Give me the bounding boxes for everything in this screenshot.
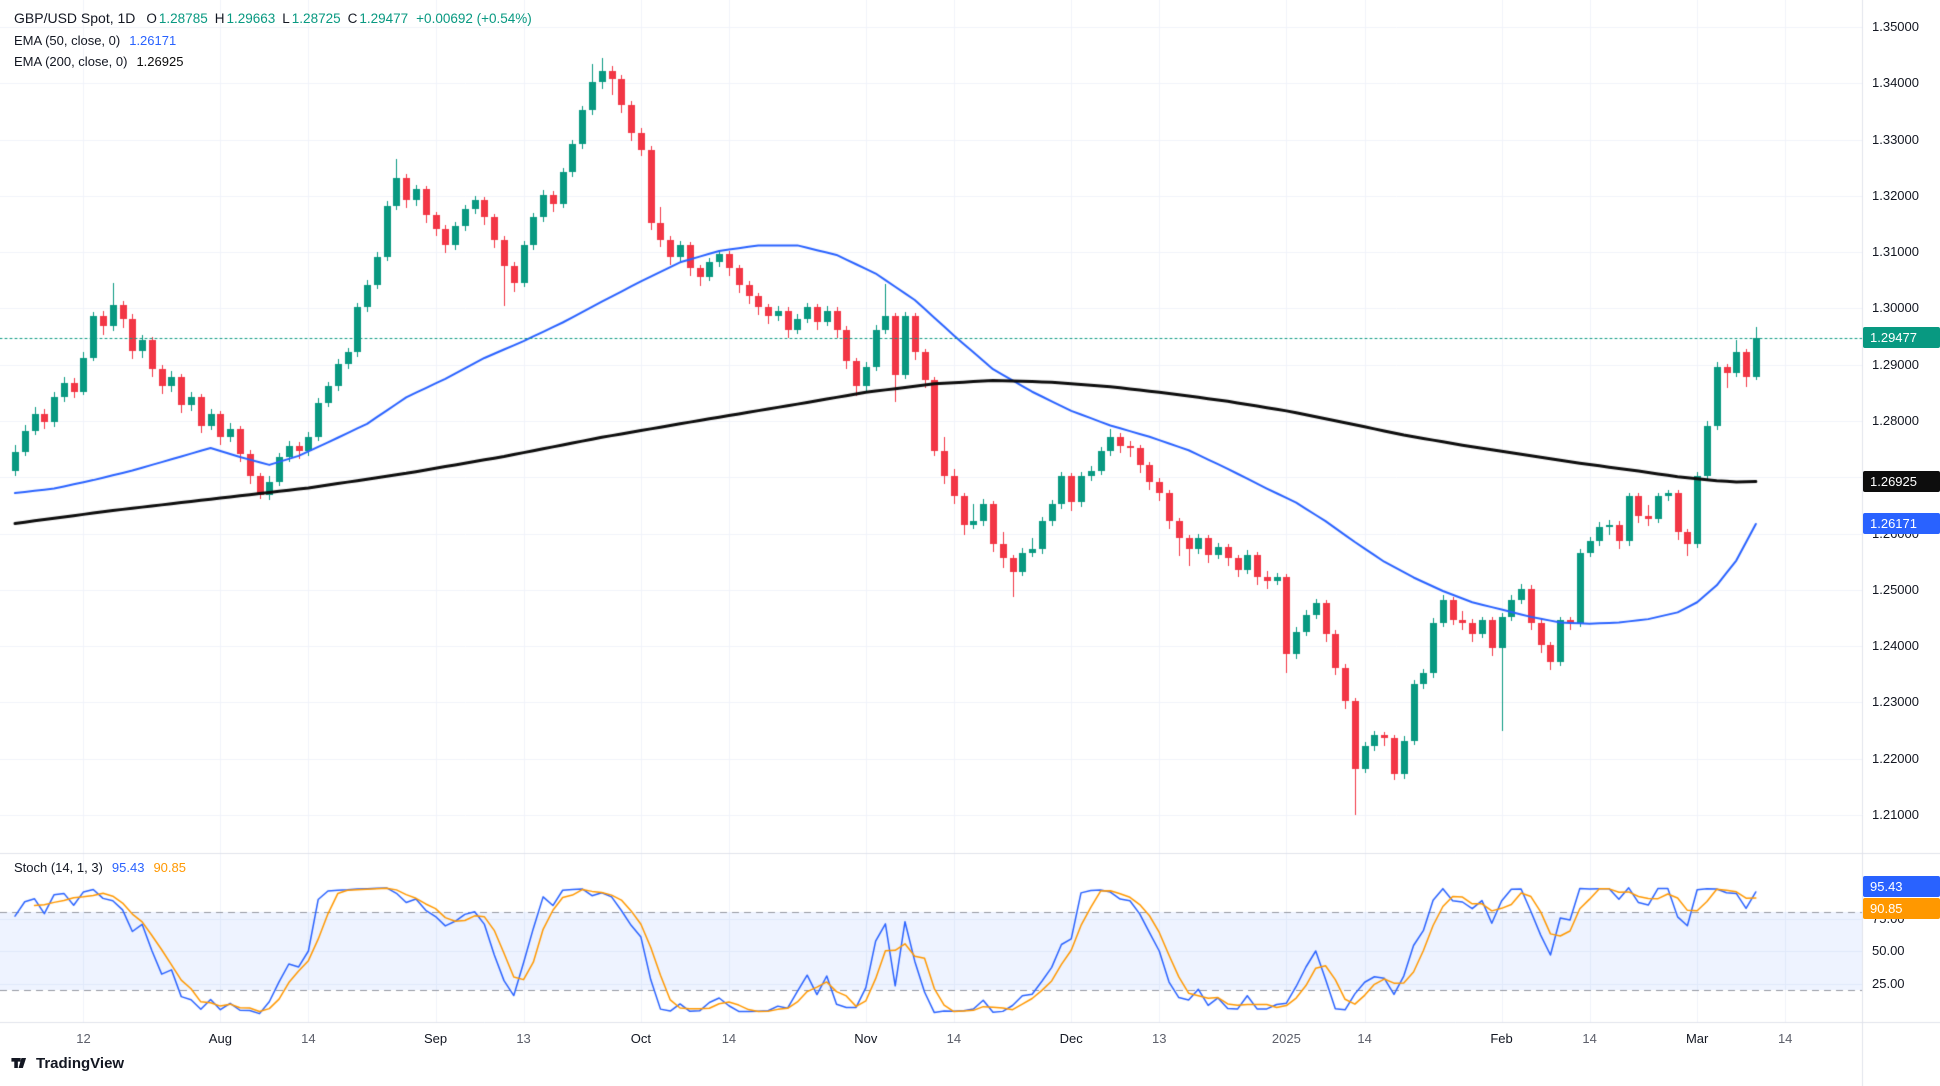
tradingview-logo-icon: [11, 1058, 27, 1068]
stoch-axis-label: 50.00: [1872, 943, 1905, 958]
ema50-value: 1.26171: [129, 32, 177, 48]
time-axis-label: 14: [1357, 1031, 1372, 1046]
time-axis-label: 13: [516, 1031, 531, 1046]
time-axis-label: Sep: [423, 1031, 448, 1046]
time-axis-label: 14: [301, 1031, 316, 1046]
time-axis-label: 14: [1777, 1031, 1793, 1046]
time-axis-label: Aug: [208, 1031, 232, 1046]
time-axis-label: 12: [76, 1031, 91, 1046]
ema50-label: EMA (50, close, 0): [14, 32, 121, 48]
price-axis-label: 1.21000: [1872, 806, 1919, 822]
symbol-legend-row[interactable]: GBP/USD Spot, 1D O 1.28785 H 1.29663 L 1…: [14, 10, 532, 27]
tradingview-logo[interactable]: TradingView: [10, 1053, 124, 1073]
time-axis-label: 14: [1582, 1031, 1597, 1046]
price-badge: 1.26925: [1863, 471, 1940, 492]
close-value: 1.29477: [359, 11, 409, 26]
stoch-legend[interactable]: Stoch (14, 1, 3) 95.43 90.85: [14, 860, 186, 875]
stoch-d-value: 90.85: [153, 860, 186, 875]
price-axis-label: 1.33000: [1872, 131, 1919, 147]
time-axis-label: Feb: [1490, 1031, 1513, 1046]
price-axis-label: 1.32000: [1872, 187, 1919, 203]
price-axis-label: 1.22000: [1872, 750, 1919, 766]
low-value: 1.28725: [291, 11, 341, 26]
price-axis-label: 1.23000: [1872, 694, 1919, 710]
stoch-badge: 95.43: [1863, 876, 1940, 897]
price-axis-label: 1.24000: [1872, 638, 1919, 654]
change-value: +0.00692 (+0.54%): [416, 11, 532, 26]
ema200-label: EMA (200, close, 0): [14, 54, 128, 70]
open-label: O: [146, 11, 157, 26]
time-axis-label: 14: [721, 1031, 737, 1046]
stoch-axis-label: 25.00: [1872, 975, 1905, 991]
time-axis-label: Mar: [1685, 1031, 1709, 1046]
ema50-legend-row[interactable]: EMA (50, close, 0) 1.26171: [14, 32, 532, 49]
price-axis-label: 1.25000: [1872, 581, 1919, 597]
price-axis-label: 1.28000: [1872, 412, 1919, 428]
price-axis-label: 1.31000: [1872, 244, 1919, 260]
high-value: 1.29663: [226, 11, 276, 26]
main-legend: GBP/USD Spot, 1D O 1.28785 H 1.29663 L 1…: [14, 10, 532, 77]
tradingview-logo-text: TradingView: [36, 1054, 125, 1072]
price-badge: 1.26171: [1863, 513, 1940, 535]
price-axis-label: 1.35000: [1872, 19, 1919, 34]
time-axis-label: 14: [946, 1031, 962, 1046]
stoch-badge: 90.85: [1863, 898, 1940, 919]
time-axis[interactable]: [0, 1022, 1940, 1086]
low-label: L: [282, 11, 290, 26]
time-axis-label: 2025: [1271, 1031, 1301, 1046]
time-axis-label: Oct: [630, 1031, 652, 1046]
price-badge: 1.29477: [1863, 327, 1940, 349]
price-axis-label: 1.29000: [1872, 356, 1919, 372]
time-axis-label: 13: [1152, 1031, 1167, 1046]
open-value: 1.28785: [158, 11, 208, 26]
time-axis-label: Nov: [854, 1031, 878, 1046]
price-axis-label: 1.30000: [1872, 300, 1919, 316]
price-axis[interactable]: [1862, 0, 1940, 853]
ema200-legend-row[interactable]: EMA (200, close, 0) 1.26925: [14, 55, 532, 70]
price-axis-label: 1.34000: [1872, 75, 1919, 91]
high-label: H: [214, 11, 225, 26]
ema200-value: 1.26925: [136, 54, 184, 70]
symbol-title: GBP/USD Spot, 1D: [14, 10, 136, 26]
stoch-k-value: 95.43: [111, 860, 145, 875]
stoch-label: Stoch (14, 1, 3): [14, 860, 103, 875]
close-label: C: [347, 11, 358, 26]
time-axis-label: Dec: [1059, 1031, 1083, 1046]
